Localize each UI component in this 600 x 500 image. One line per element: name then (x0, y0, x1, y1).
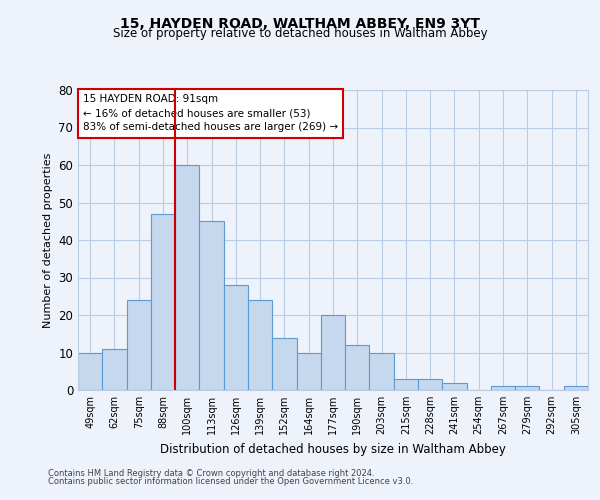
Bar (224, 285, 248, 390)
Bar (345, 345, 370, 390)
Bar (370, 352, 394, 390)
Y-axis label: Number of detached properties: Number of detached properties (43, 152, 53, 328)
X-axis label: Distribution of detached houses by size in Waltham Abbey: Distribution of detached houses by size … (160, 442, 506, 456)
Bar (394, 379, 418, 390)
Bar (418, 379, 442, 390)
Text: 15 HAYDEN ROAD: 91sqm
← 16% of detached houses are smaller (53)
83% of semi-deta: 15 HAYDEN ROAD: 91sqm ← 16% of detached … (83, 94, 338, 132)
Text: 15, HAYDEN ROAD, WALTHAM ABBEY, EN9 3YT: 15, HAYDEN ROAD, WALTHAM ABBEY, EN9 3YT (120, 18, 480, 32)
Bar (515, 386, 539, 390)
Text: Contains public sector information licensed under the Open Government Licence v3: Contains public sector information licen… (48, 477, 413, 486)
Bar (102, 349, 127, 390)
Text: Contains HM Land Registry data © Crown copyright and database right 2024.: Contains HM Land Registry data © Crown c… (48, 468, 374, 477)
Bar (564, 386, 588, 390)
Bar (78, 352, 102, 390)
Bar (296, 352, 321, 390)
Bar (442, 382, 467, 390)
Bar (199, 221, 224, 390)
Bar (175, 165, 199, 390)
Bar (272, 338, 296, 390)
Bar (248, 300, 272, 390)
Bar (151, 214, 175, 390)
Bar (127, 300, 151, 390)
Text: Size of property relative to detached houses in Waltham Abbey: Size of property relative to detached ho… (113, 28, 487, 40)
Bar (491, 386, 515, 390)
Bar (321, 315, 345, 390)
